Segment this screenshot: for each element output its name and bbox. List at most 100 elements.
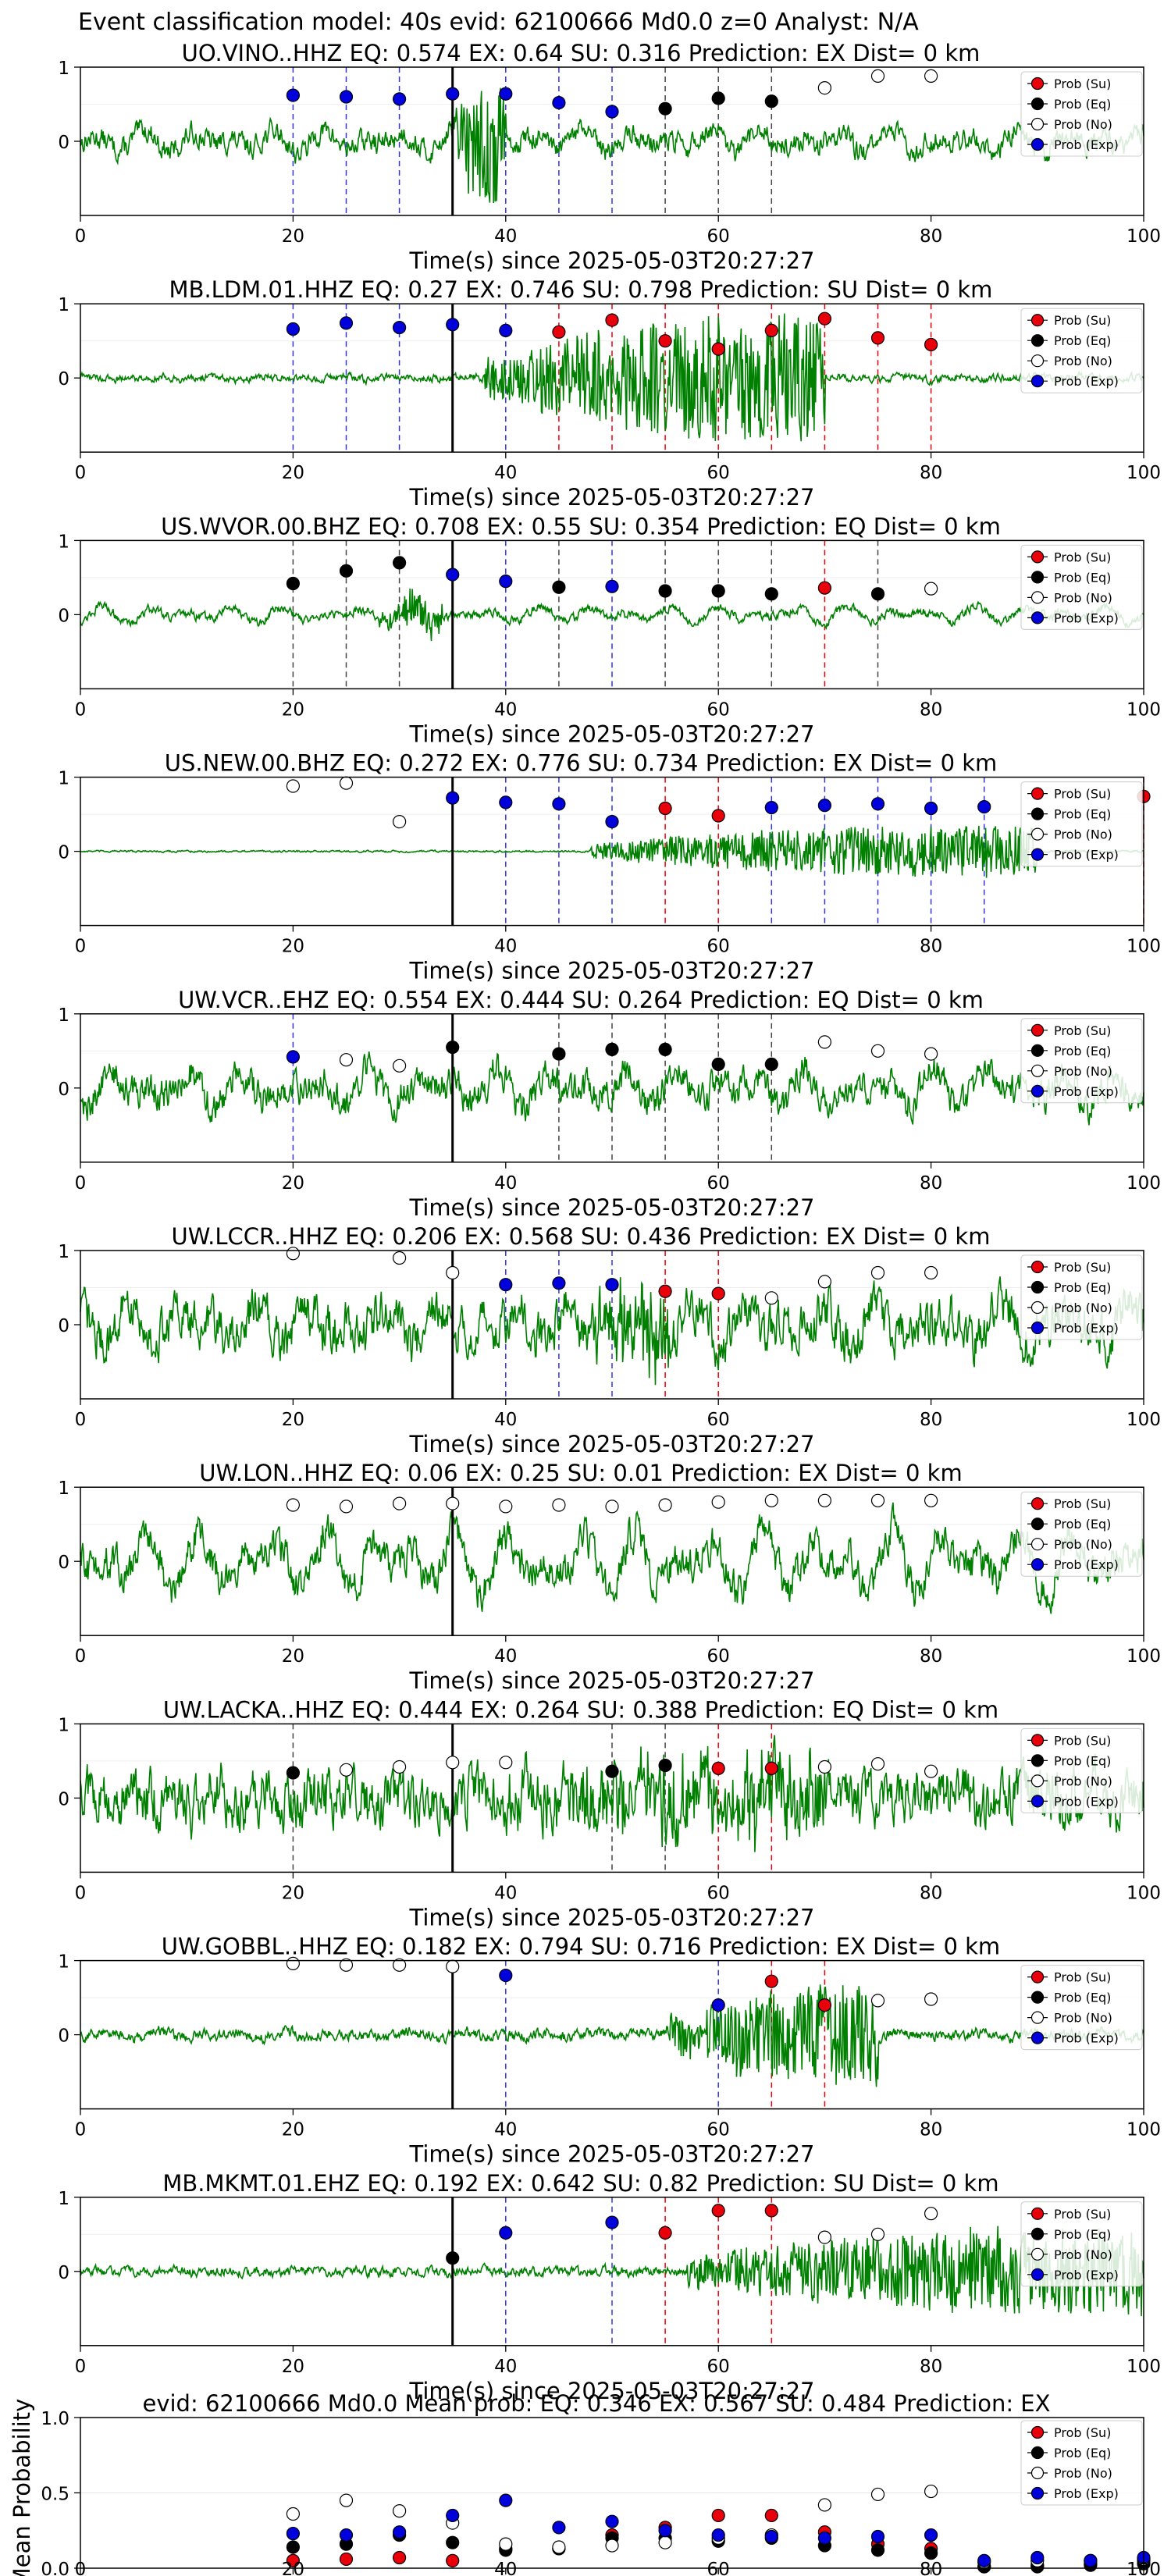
x-tick-label: 100 (1127, 2560, 1161, 2576)
x-tick-label: 40 (494, 1410, 517, 1430)
legend-marker-exp (1030, 1558, 1045, 1571)
legend-label-no: Prob (No) (1054, 2247, 1112, 2262)
legend-label-su: Prob (Su) (1054, 787, 1111, 802)
prob-point-eq (286, 576, 300, 591)
x-tick-label: 100 (1127, 1883, 1161, 1903)
mean-point-no (924, 2484, 938, 2499)
waveform-trace (80, 1984, 1144, 2087)
x-tick-label: 60 (707, 463, 730, 483)
legend-marker-eq (1030, 2446, 1045, 2460)
prob-point-exp (393, 321, 407, 335)
waveform-trace (80, 1735, 1144, 1852)
x-tick-label: 40 (494, 463, 517, 483)
legend-marker-su (1030, 1970, 1045, 1984)
prob-point-no (552, 1498, 566, 1512)
prob-point-no (924, 1265, 938, 1280)
prob-point-eq (764, 94, 778, 109)
prob-point-exp (499, 1278, 513, 1292)
legend-label-no: Prob (No) (1054, 117, 1112, 132)
legend-label-su: Prob (Su) (1054, 2425, 1111, 2440)
prob-point-exp (499, 1969, 513, 1983)
x-axis-label: Time(s) since 2025-05-03T20:27:27 (409, 247, 815, 274)
prob-point-no (870, 1493, 885, 1507)
mean-point-su (446, 2553, 460, 2567)
x-tick-label: 0 (75, 2120, 87, 2140)
legend-box (1020, 71, 1143, 157)
prob-point-no (339, 776, 354, 790)
x-tick-label: 0 (75, 1410, 87, 1430)
prob-point-eq (552, 1047, 566, 1061)
x-tick-label: 40 (494, 2560, 517, 2576)
prob-point-su (711, 2204, 725, 2218)
legend-marker-exp (1030, 375, 1045, 388)
x-axis-label: Time(s) since 2025-05-03T20:27:27 (409, 720, 815, 747)
prob-point-no (817, 1035, 832, 1049)
x-tick-label: 80 (920, 1883, 942, 1903)
panel-title: UO.VINO..HHZ EQ: 0.574 EX: 0.64 SU: 0.31… (182, 40, 981, 66)
prob-point-exp (499, 87, 513, 101)
prob-point-exp (552, 96, 566, 110)
y-tick-label: 0 (58, 1553, 69, 1573)
prob-point-eq (605, 1042, 619, 1057)
prob-point-exp (924, 801, 938, 816)
prob-point-eq (446, 1040, 460, 1055)
x-tick-label: 40 (494, 1883, 517, 1903)
legend-marker-eq (1030, 1044, 1045, 1057)
prob-point-su (658, 334, 672, 348)
x-tick-label: 40 (494, 937, 517, 957)
x-tick-label: 20 (282, 937, 304, 957)
prob-point-exp (817, 799, 832, 813)
legend-marker-no (1030, 2466, 1045, 2480)
legend-marker-su (1030, 1260, 1045, 1274)
x-tick-label: 20 (282, 463, 304, 483)
waveform-trace (80, 588, 1144, 642)
prob-point-no (446, 1265, 460, 1280)
prob-point-no (393, 1759, 407, 1774)
prob-point-eq (393, 556, 407, 570)
prob-point-eq (552, 580, 566, 594)
legend-label-eq: Prob (Eq) (1054, 807, 1111, 822)
legend-marker-no (1030, 2247, 1045, 2261)
mean-point-eq (870, 2543, 885, 2557)
prob-point-eq (286, 1766, 300, 1780)
prob-point-eq (658, 1042, 672, 1057)
x-axis-label: Time(s) since 2025-05-03T20:27:27 (409, 2378, 815, 2404)
legend-label-su: Prob (Su) (1054, 1733, 1111, 1748)
y-tick-label: 0 (58, 606, 69, 626)
legend-label-no: Prob (No) (1054, 590, 1112, 605)
mean-point-su (393, 2550, 407, 2565)
mean-point-eq (286, 2540, 300, 2554)
y-tick-label: 1 (58, 769, 69, 789)
y-tick-label: 0 (58, 1789, 69, 1809)
prob-point-no (393, 1496, 407, 1510)
summary-title: evid: 62100666 Md0.0 Mean prob: EQ: 0.34… (142, 2390, 1050, 2417)
summary-panel: 0.0 0.5 1.0 evid: 62100666 Md0.0 Mean prob:… (9, 2390, 1161, 2576)
mean-point-exp (286, 2527, 300, 2541)
x-tick-label: 20 (282, 1646, 304, 1667)
legend-marker-exp (1030, 2268, 1045, 2281)
mean-point-eq (446, 2535, 460, 2549)
prob-point-exp (286, 322, 300, 336)
x-tick-label: 60 (707, 2357, 730, 2377)
legend-marker-eq (1030, 1991, 1045, 2004)
legend-label-su: Prob (Su) (1054, 76, 1111, 91)
x-axis-label: Time(s) since 2025-05-03T20:27:27 (409, 1194, 815, 1221)
mean-point-exp (1084, 2553, 1098, 2567)
mean-point-su (764, 2508, 778, 2523)
legend-label-eq: Prob (Eq) (1054, 1280, 1111, 1295)
y-tick-label: 1 (58, 1478, 69, 1499)
legend-marker-su (1030, 2425, 1045, 2439)
prob-point-exp (446, 568, 460, 582)
prob-point-eq (446, 2251, 460, 2265)
legend-marker-no (1030, 827, 1045, 841)
y-tick-label: 1 (58, 295, 69, 315)
prob-point-exp (711, 1998, 725, 2012)
mean-point-exp (924, 2528, 938, 2542)
legend-label-eq: Prob (Eq) (1054, 1991, 1111, 2005)
legend-label-no: Prob (No) (1054, 354, 1112, 368)
prob-point-no (446, 1959, 460, 1973)
legend-label-su: Prob (Su) (1054, 1023, 1111, 1038)
